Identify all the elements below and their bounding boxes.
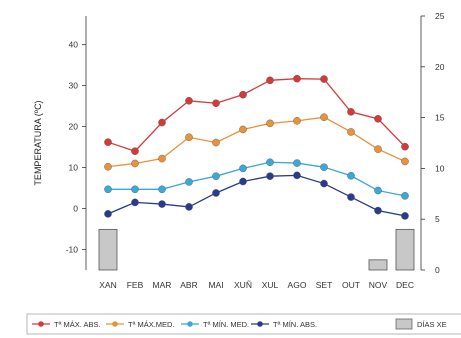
series-3-point-xan	[104, 210, 112, 218]
x-tick-label: XUÑ	[234, 280, 252, 290]
series-2-point-dec	[401, 192, 409, 200]
x-tick-label: SET	[316, 280, 333, 290]
right-tick-label: 25	[435, 11, 445, 21]
bar-dec	[395, 228, 415, 271]
legend-label-0: Tª MÁX. ABS.	[54, 320, 101, 329]
legend-label-bars: DÍAS XE	[417, 320, 447, 329]
series-2-point-out	[347, 171, 355, 180]
right-tick-label: 5	[435, 214, 440, 224]
series-2-point-abr	[185, 178, 193, 186]
series-1-point-xuñ	[239, 125, 247, 134]
legend: Tª MÁX. ABS. Tª MÁX.MED. Tª MÍN. MED. Tª MÍ…	[26, 313, 461, 335]
left-ticks: -10 0 10 20 30 40	[66, 40, 86, 255]
left-tick-label: 30	[69, 81, 79, 91]
left-tick-label: 10	[69, 163, 79, 173]
x-tick-label: NOV	[369, 280, 388, 290]
series-3-point-abr	[185, 203, 193, 211]
series-1-point-feb	[131, 159, 139, 168]
x-tick-label: OUT	[342, 280, 360, 290]
series-1-point-abr	[185, 133, 193, 142]
axes-layer	[85, 16, 422, 270]
x-tick-label: FEB	[127, 280, 144, 290]
series-line-2	[108, 161, 406, 197]
right-tick-label: 10	[435, 163, 445, 173]
y-axis-label: TEMPERATURA (ºC)	[33, 100, 43, 185]
legend-swatch-dot-2	[187, 321, 193, 327]
left-tick-label: 0	[73, 204, 78, 214]
series-3-point-ago	[293, 171, 301, 180]
series-line-0	[107, 78, 406, 152]
series-2-point-mai	[212, 172, 220, 180]
series-2-point-nov	[374, 186, 382, 195]
legend-swatch-dot-1	[112, 321, 118, 327]
x-tick-label: AGO	[288, 280, 307, 290]
right-ticks: 0 5 10 15 20 25	[421, 11, 445, 275]
series-3-point-set	[320, 179, 328, 188]
legend-label-1: Tª MÁX.MED.	[128, 320, 175, 329]
x-tick-label: XUL	[262, 280, 279, 290]
bar-nov	[368, 259, 388, 271]
series-line-1	[107, 116, 406, 168]
right-tick-label: 15	[435, 113, 445, 123]
series-3-point-nov	[374, 206, 382, 215]
series-1-point-mar	[158, 154, 166, 163]
x-tick-label: MAI	[208, 280, 223, 290]
series-3-point-feb	[131, 198, 139, 207]
series-3-point-xul	[266, 172, 274, 180]
series-0-point-xan	[104, 138, 112, 146]
series-2-point-set	[320, 163, 328, 171]
right-tick-label: 0	[435, 265, 440, 275]
series-0-point-mai	[212, 99, 220, 108]
series-1-point-dec	[401, 157, 409, 166]
series-0-point-abr	[185, 97, 193, 105]
series-1-point-nov	[374, 145, 382, 153]
legend-swatch-dot-0	[38, 321, 44, 327]
series-2-point-mar	[158, 185, 166, 194]
series-1-point-out	[347, 128, 355, 136]
series-3-point-mai	[212, 189, 220, 197]
x-ticks: XAN FEB MAR ABR MAI XUÑ XUL AGO SET OUT NOV DEC	[99, 280, 414, 290]
series-0-point-feb	[131, 147, 139, 155]
series-2-point-xuñ	[239, 164, 247, 173]
x-tick-label: ABR	[180, 280, 197, 290]
series-2-point-xul	[266, 158, 274, 167]
series-1-point-set	[320, 113, 328, 121]
series-0-point-ago	[293, 74, 301, 83]
x-tick-label: MAR	[153, 280, 172, 290]
series-3-point-mar	[158, 200, 166, 208]
series-3-point-dec	[401, 212, 409, 220]
series-0-point-nov	[374, 115, 382, 123]
bar-xan	[98, 228, 118, 271]
series-0-point-mar	[158, 118, 166, 127]
x-tick-label: XAN	[99, 280, 116, 290]
series-1-point-ago	[293, 117, 301, 125]
legend-frame	[26, 313, 461, 335]
legend-label-3: Tª MÍN. ABS.	[273, 320, 317, 329]
series-1-point-xan	[104, 162, 112, 171]
series-2-point-xan	[104, 185, 112, 194]
lines-layer	[104, 74, 409, 220]
x-tick-label: DEC	[396, 280, 414, 290]
left-tick-label: 20	[69, 122, 79, 132]
series-1-point-mai	[212, 138, 220, 147]
series-1-point-xul	[266, 119, 274, 128]
series-0-point-dec	[401, 142, 409, 151]
series-2-point-feb	[131, 185, 139, 194]
legend-swatch-dot-3	[257, 321, 263, 327]
left-tick-label: 40	[69, 40, 79, 50]
series-3-point-xuñ	[239, 177, 247, 186]
series-0-point-out	[347, 108, 355, 116]
series-0-point-xuñ	[239, 90, 247, 99]
legend-swatch-bar	[395, 318, 413, 330]
right-tick-label: 20	[435, 62, 445, 72]
series-line-3	[107, 174, 406, 217]
series-3-point-out	[347, 193, 355, 201]
series-2-point-ago	[293, 159, 301, 167]
left-tick-label: -10	[66, 245, 79, 255]
series-0-point-set	[320, 75, 328, 83]
series-0-point-xul	[266, 76, 274, 85]
legend-label-2: Tª MÍN. MED.	[203, 320, 249, 329]
bars-layer	[98, 228, 415, 271]
